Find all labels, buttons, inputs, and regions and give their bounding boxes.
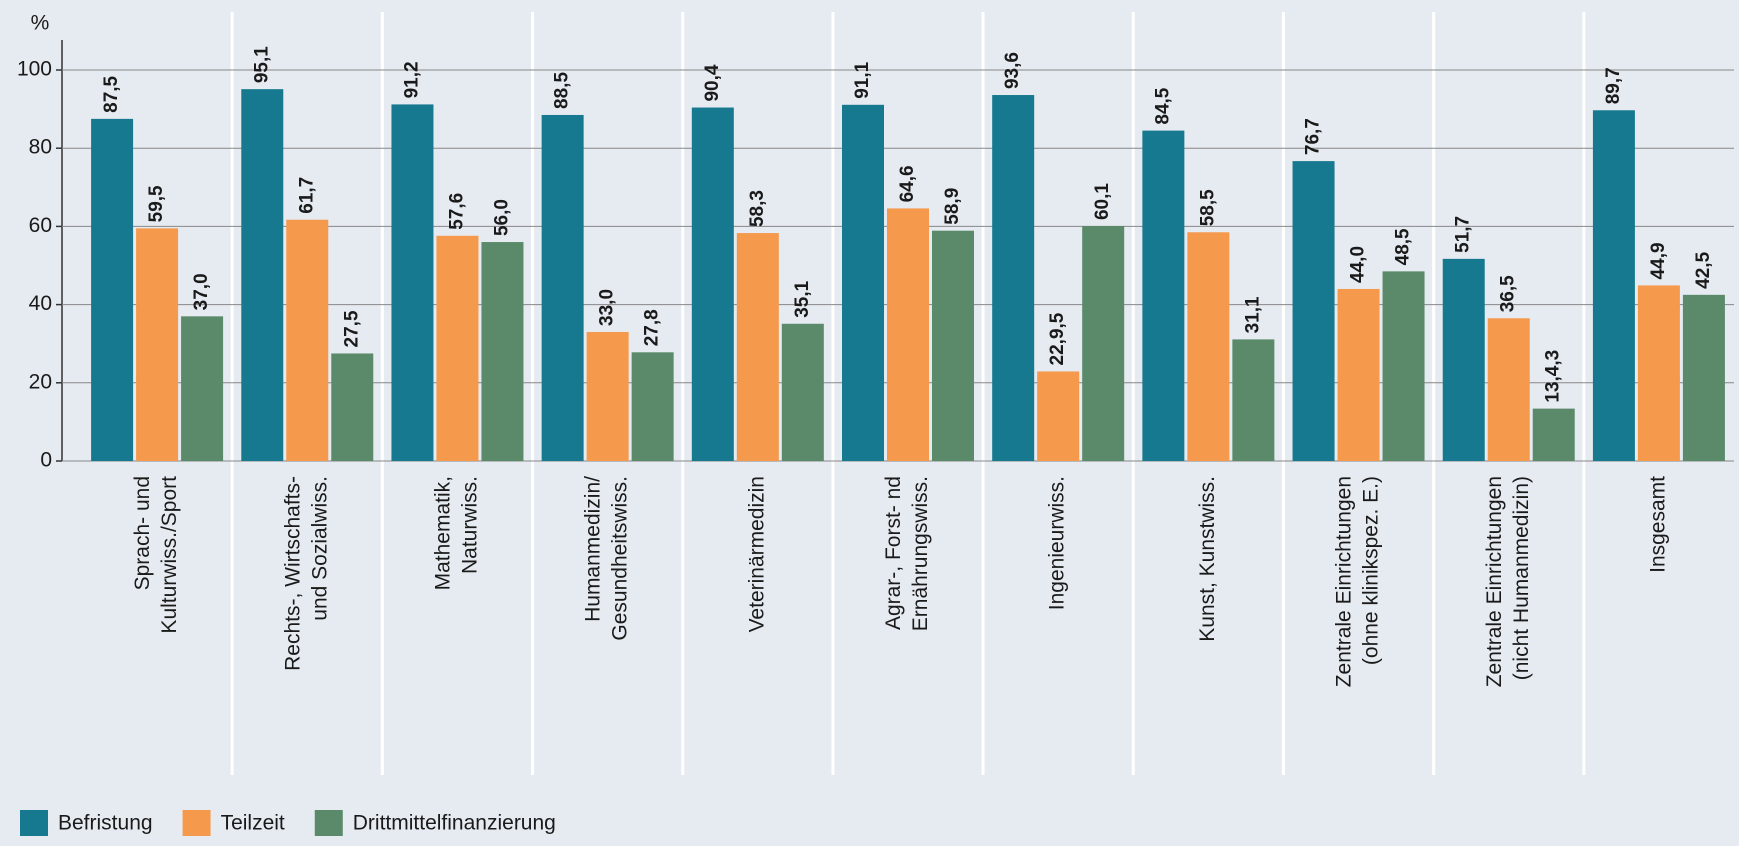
bar	[181, 316, 224, 461]
value-label: 95,1	[251, 46, 272, 83]
x-tick-label: Rechts-, Wirtschafts-	[281, 476, 304, 671]
value-label: 76,7	[1303, 118, 1324, 155]
x-tick-label: Mathematik,	[432, 476, 455, 590]
bar	[781, 323, 824, 461]
value-label: 61,7	[296, 177, 317, 214]
x-tick-label: Kunst, Kunstwiss.	[1196, 476, 1219, 642]
x-tick-label: Humanmedizin/	[582, 476, 605, 622]
bar	[1442, 258, 1485, 461]
x-tick-label: Agrar-, Forst- nd	[882, 476, 905, 630]
bar	[541, 114, 584, 461]
bar	[887, 208, 929, 461]
value-label: 60,1	[1092, 183, 1113, 220]
value-label: 58,5	[1197, 189, 1218, 226]
x-tick-label: Zentrale Einrichtungen	[1483, 476, 1506, 687]
x-tick-label: (ohne klinikspez. E.)	[1360, 476, 1383, 665]
y-tick-label: 40	[29, 292, 52, 315]
bar	[91, 118, 134, 461]
x-tick-label: Zentrale Einrichtungen	[1333, 476, 1356, 687]
legend-swatch	[182, 810, 211, 836]
value-label: 22,9,5	[1047, 312, 1068, 365]
y-tick-label: 20	[29, 370, 52, 393]
bar	[1532, 408, 1575, 461]
bar	[992, 95, 1035, 462]
bar	[631, 352, 674, 461]
x-tick-label: Kulturwiss./Sport	[158, 476, 181, 634]
bar	[932, 230, 974, 461]
bar	[1232, 339, 1275, 461]
x-tick-label: Insgesamt	[1646, 476, 1669, 573]
value-label: 27,8	[642, 309, 663, 346]
bar	[586, 331, 629, 461]
bar	[1082, 226, 1125, 461]
bar	[1637, 285, 1680, 461]
bar	[1142, 130, 1185, 462]
value-label: 89,7	[1603, 67, 1624, 104]
bar	[1037, 371, 1080, 461]
value-label: 91,2	[401, 61, 422, 98]
value-label: 13,4,3	[1543, 350, 1564, 403]
value-label: 59,5	[146, 185, 167, 222]
legend-label: Teilzeit	[221, 812, 285, 835]
bar	[1187, 232, 1230, 461]
y-tick-label: 0	[40, 449, 52, 472]
legend-swatch	[20, 810, 48, 836]
value-label: 42,5	[1693, 251, 1714, 288]
y-tick-label: 80	[29, 136, 52, 159]
x-tick-label: (nicht Humanmedizin)	[1510, 476, 1533, 680]
value-label: 93,6	[1002, 52, 1023, 89]
value-label: 33,0	[597, 289, 618, 326]
y-tick-label: 100	[17, 58, 52, 81]
value-label: 57,6	[446, 193, 467, 230]
value-label: 36,5	[1498, 275, 1519, 312]
bar	[436, 235, 479, 461]
bar	[842, 104, 884, 461]
bar	[331, 353, 374, 461]
x-tick-label: Naturwiss.	[459, 476, 482, 574]
x-tick-label: Ingenieurwiss.	[1046, 476, 1069, 610]
bar	[691, 107, 734, 461]
value-label: 44,9	[1648, 242, 1669, 279]
value-label: 88,5	[552, 72, 573, 109]
bar	[1382, 271, 1425, 461]
value-label: 51,7	[1453, 216, 1474, 253]
value-label: 31,1	[1242, 296, 1263, 333]
x-tick-label: Ernährungswiss.	[909, 476, 932, 631]
value-label: 48,5	[1393, 228, 1414, 265]
value-label: 27,5	[341, 310, 362, 347]
value-label: 56,0	[491, 199, 512, 236]
value-label: 90,4	[702, 64, 723, 101]
value-label: 58,9	[942, 188, 963, 225]
y-tick-label: 60	[29, 214, 52, 237]
legend-label: Befristung	[58, 812, 153, 835]
bar	[1682, 294, 1725, 461]
x-tick-label: und Sozialwiss.	[308, 476, 331, 621]
value-label: 84,5	[1152, 87, 1173, 124]
x-tick-label: Gesundheitswiss.	[609, 476, 632, 641]
bar	[286, 219, 329, 461]
legend-label: Drittmittelfinanzierung	[353, 812, 556, 835]
bar	[1592, 110, 1635, 461]
x-tick-label: Veterinärmedizin	[745, 476, 768, 632]
bar	[391, 104, 434, 462]
x-tick-label: Sprach- und	[131, 476, 154, 590]
value-label: 64,6	[897, 165, 918, 202]
bar	[1487, 318, 1530, 461]
value-label: 91,1	[852, 61, 873, 98]
bar	[736, 233, 779, 461]
value-label: 37,0	[191, 273, 212, 310]
bar	[136, 228, 179, 461]
bar	[1292, 161, 1335, 461]
value-label: 58,3	[747, 190, 768, 227]
bar	[241, 89, 284, 461]
value-label: 44,0	[1348, 246, 1369, 283]
legend-swatch	[314, 810, 343, 836]
value-label: 35,1	[792, 280, 813, 317]
y-axis-label: %	[31, 12, 50, 35]
bar	[481, 242, 524, 461]
value-label: 87,5	[101, 75, 122, 112]
bar	[1337, 288, 1380, 461]
